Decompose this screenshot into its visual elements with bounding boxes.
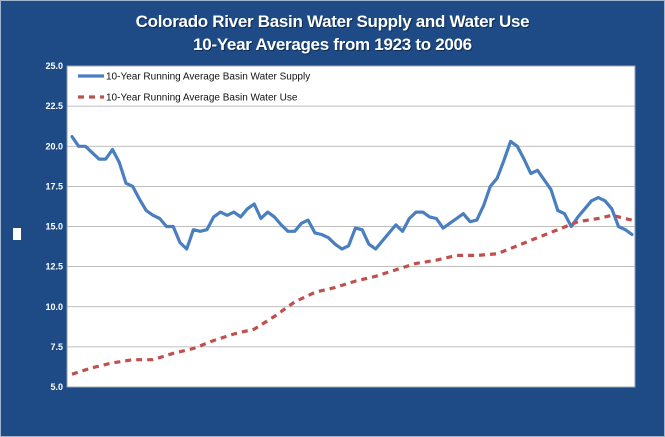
- y-tick-label: 12.5: [45, 262, 63, 272]
- legend-entry-label: 10-Year Running Average Basin Water Use: [106, 93, 298, 104]
- gridlines: [67, 65, 635, 388]
- y-tick-label: 5.0: [50, 382, 63, 392]
- chart-subtitle: 10-Year Averages from 1923 to 2006: [193, 35, 472, 54]
- y-tick-label: 22.5: [45, 101, 63, 111]
- y-tick-label: 25.0: [45, 61, 63, 71]
- y-axis-marker: [13, 228, 21, 240]
- y-tick-label: 20.0: [45, 141, 63, 151]
- water-supply-line: [70, 135, 634, 251]
- y-tick-label: 15.0: [45, 222, 63, 232]
- y-tick-label: 7.5: [50, 342, 63, 352]
- chart-title: Colorado River Basin Water Supply and Wa…: [135, 12, 530, 31]
- y-axis-ticks: 25.0 22.5 20.0 17.5 15.0 12.5 10.0 7.5 5.0: [45, 61, 63, 392]
- legend: 10-Year Running Average Basin Water Supp…: [78, 72, 310, 104]
- y-tick-label: 17.5: [45, 181, 63, 191]
- y-tick-label: 10.0: [45, 302, 63, 312]
- legend-entry-label: 10-Year Running Average Basin Water Supp…: [106, 72, 310, 83]
- water-use-line: [71, 213, 633, 376]
- series-lines: [70, 135, 634, 376]
